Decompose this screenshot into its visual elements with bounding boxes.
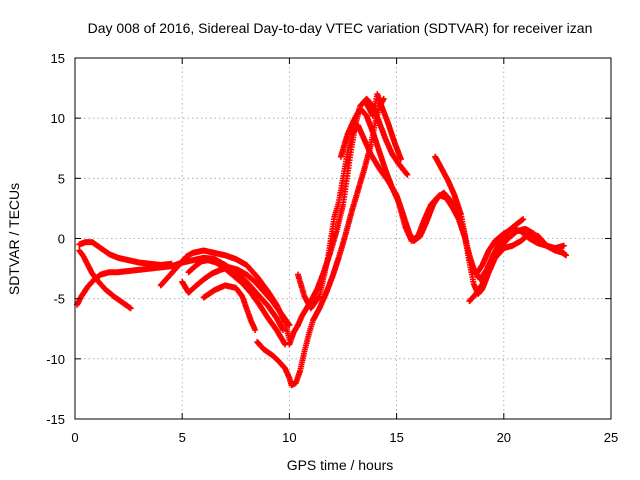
series-arc-2 (76, 239, 175, 268)
x-tick-label: 20 (497, 430, 511, 445)
ticks (74, 57, 612, 420)
y-tick-label: 10 (51, 111, 65, 126)
series-points (363, 91, 404, 163)
y-tick-labels: -15 -10 -5 0 5 10 15 (46, 51, 65, 427)
y-tick-label: 5 (58, 171, 65, 186)
series-arc-8 (254, 95, 387, 389)
chart-title: Day 008 of 2016, Sidereal Day-to-day VTE… (88, 20, 593, 36)
series-points (432, 153, 567, 278)
y-tick-label: -5 (53, 292, 65, 307)
series-points (179, 264, 293, 329)
x-axis-label: GPS time / hours (287, 457, 394, 473)
series-arc-7 (200, 282, 259, 333)
series-points (200, 282, 259, 333)
x-tick-label: 10 (282, 430, 296, 445)
series-arc-14 (363, 91, 404, 163)
series-points (185, 257, 289, 348)
series-points (295, 122, 567, 312)
x-tick-label: 5 (179, 430, 186, 445)
series-arc-6 (185, 257, 289, 348)
x-tick-labels: 0 5 10 15 20 25 (71, 430, 618, 445)
series-arc-5 (179, 264, 293, 329)
y-tick-label: 15 (51, 51, 65, 66)
series-arc-3 (76, 247, 134, 312)
data-series (74, 91, 569, 389)
y-tick-label: -10 (46, 352, 65, 367)
series-points (76, 239, 175, 268)
series-arc-12 (432, 153, 567, 278)
x-tick-label: 15 (389, 430, 403, 445)
series-arc-13 (466, 225, 569, 305)
series-arc-10 (295, 122, 567, 312)
series-points (466, 225, 569, 305)
y-tick-label: -15 (46, 412, 65, 427)
y-axis-label: SDTVAR / TECUs (6, 183, 22, 295)
series-points (254, 95, 387, 389)
series-points (76, 247, 134, 312)
x-tick-label: 0 (71, 430, 78, 445)
y-tick-label: 0 (58, 232, 65, 247)
x-tick-label: 25 (604, 430, 618, 445)
